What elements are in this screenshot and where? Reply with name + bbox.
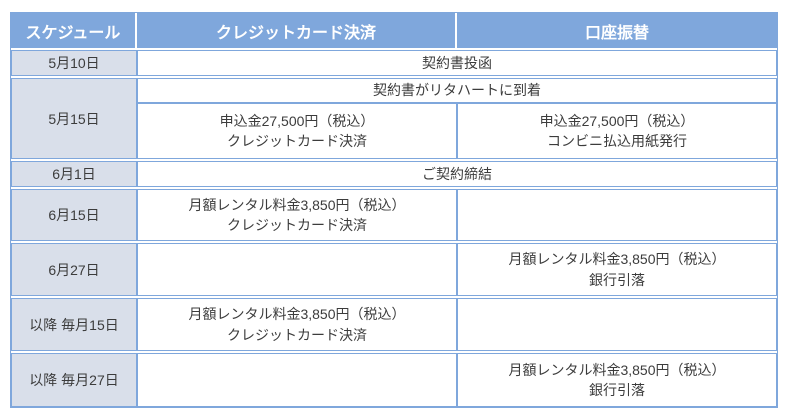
date-cell: 6月15日 bbox=[11, 189, 137, 241]
table-row: 以降 毎月15日 月額レンタル料金3,850円（税込） クレジットカード決済 bbox=[11, 298, 777, 351]
payment-schedule-table: スケジュール クレジットカード決済 口座振替 5月10日 契約書投函 5月15日… bbox=[10, 12, 778, 408]
header-schedule: スケジュール bbox=[11, 13, 137, 48]
subrow-group: 契約書がリタハートに到着 申込金27,500円（税込） クレジットカード決済 申… bbox=[137, 78, 777, 159]
merged-event-cell: 契約書投函 bbox=[137, 50, 777, 76]
bank-cell: 月額レンタル料金3,850円（税込） 銀行引落 bbox=[457, 353, 777, 407]
header-bank-transfer: 口座振替 bbox=[457, 13, 777, 48]
date-cell: 5月10日 bbox=[11, 50, 137, 76]
table-row: 以降 毎月27日 月額レンタル料金3,850円（税込） 銀行引落 bbox=[11, 353, 777, 407]
date-cell: 以降 毎月15日 bbox=[11, 298, 137, 351]
subrow: 申込金27,500円（税込） クレジットカード決済 申込金27,500円（税込）… bbox=[137, 103, 777, 159]
table-row: 6月27日 月額レンタル料金3,850円（税込） 銀行引落 bbox=[11, 243, 777, 296]
date-cell: 5月15日 bbox=[11, 78, 137, 159]
bank-cell: 月額レンタル料金3,850円（税込） 銀行引落 bbox=[457, 243, 777, 296]
credit-cell bbox=[137, 353, 457, 407]
table-row: 5月15日 契約書がリタハートに到着 申込金27,500円（税込） クレジットカ… bbox=[11, 78, 777, 159]
credit-cell bbox=[137, 243, 457, 296]
bank-cell: 申込金27,500円（税込） コンビニ払込用紙発行 bbox=[457, 103, 777, 159]
date-cell: 6月27日 bbox=[11, 243, 137, 296]
table-header-row: スケジュール クレジットカード決済 口座振替 bbox=[11, 13, 777, 48]
credit-cell: 申込金27,500円（税込） クレジットカード決済 bbox=[137, 103, 457, 159]
header-credit-card: クレジットカード決済 bbox=[137, 13, 457, 48]
table-row: 6月15日 月額レンタル料金3,850円（税込） クレジットカード決済 bbox=[11, 189, 777, 241]
table-row: 5月10日 契約書投函 bbox=[11, 50, 777, 76]
bank-cell bbox=[457, 189, 777, 241]
date-cell: 6月1日 bbox=[11, 161, 137, 187]
date-cell: 以降 毎月27日 bbox=[11, 353, 137, 407]
credit-cell: 月額レンタル料金3,850円（税込） クレジットカード決済 bbox=[137, 298, 457, 351]
bank-cell bbox=[457, 298, 777, 351]
table-row: 6月1日 ご契約締結 bbox=[11, 161, 777, 187]
credit-cell: 月額レンタル料金3,850円（税込） クレジットカード決済 bbox=[137, 189, 457, 241]
merged-event-cell: 契約書がリタハートに到着 bbox=[137, 78, 777, 103]
merged-event-cell: ご契約締結 bbox=[137, 161, 777, 187]
